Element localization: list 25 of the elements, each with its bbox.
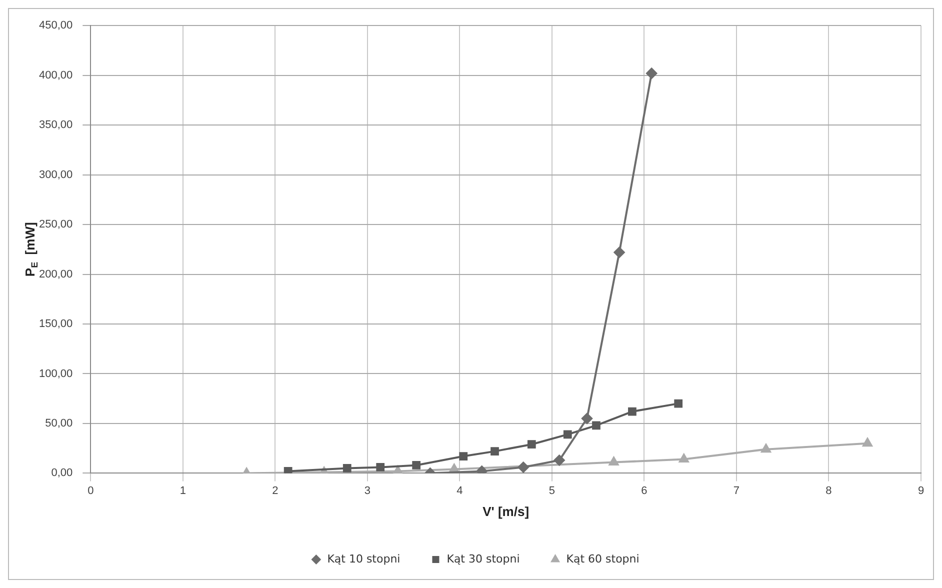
y-tick-label: 200,00 xyxy=(38,268,73,280)
x-tick-label: 8 xyxy=(826,484,832,497)
x-tick-label: 9 xyxy=(918,484,924,497)
x-tick-label: 7 xyxy=(733,484,740,497)
y-tick-label: 0,00 xyxy=(51,467,73,480)
y-axis-title: PE [mW] xyxy=(22,222,40,277)
x-tick-label: 4 xyxy=(456,484,463,497)
y-tick-label: 50,00 xyxy=(45,418,73,430)
legend-label: Kąt 60 stopni xyxy=(566,552,640,566)
y-tick-label: 300,00 xyxy=(38,168,73,181)
y-tick-label: 400,00 xyxy=(38,69,73,82)
y-tick-label: 100,00 xyxy=(38,368,73,380)
x-tick-label: 0 xyxy=(88,484,94,497)
x-tick-label: 3 xyxy=(364,484,370,497)
y-tick-label: 450,00 xyxy=(38,20,73,32)
y-tick-label: 350,00 xyxy=(38,119,73,132)
legend-label: Kąt 30 stopni xyxy=(446,552,520,566)
y-tick-label: 150,00 xyxy=(38,318,73,330)
x-tick-label: 5 xyxy=(548,484,556,497)
x-tick-label: 6 xyxy=(641,484,648,497)
legend-label: Kąt 10 stopni xyxy=(327,552,400,566)
x-tick-label: 1 xyxy=(180,484,186,497)
y-tick-label: 250,00 xyxy=(38,218,73,231)
x-tick-label: 2 xyxy=(272,484,278,497)
x-axis-title: V' [m/s] xyxy=(482,504,530,519)
